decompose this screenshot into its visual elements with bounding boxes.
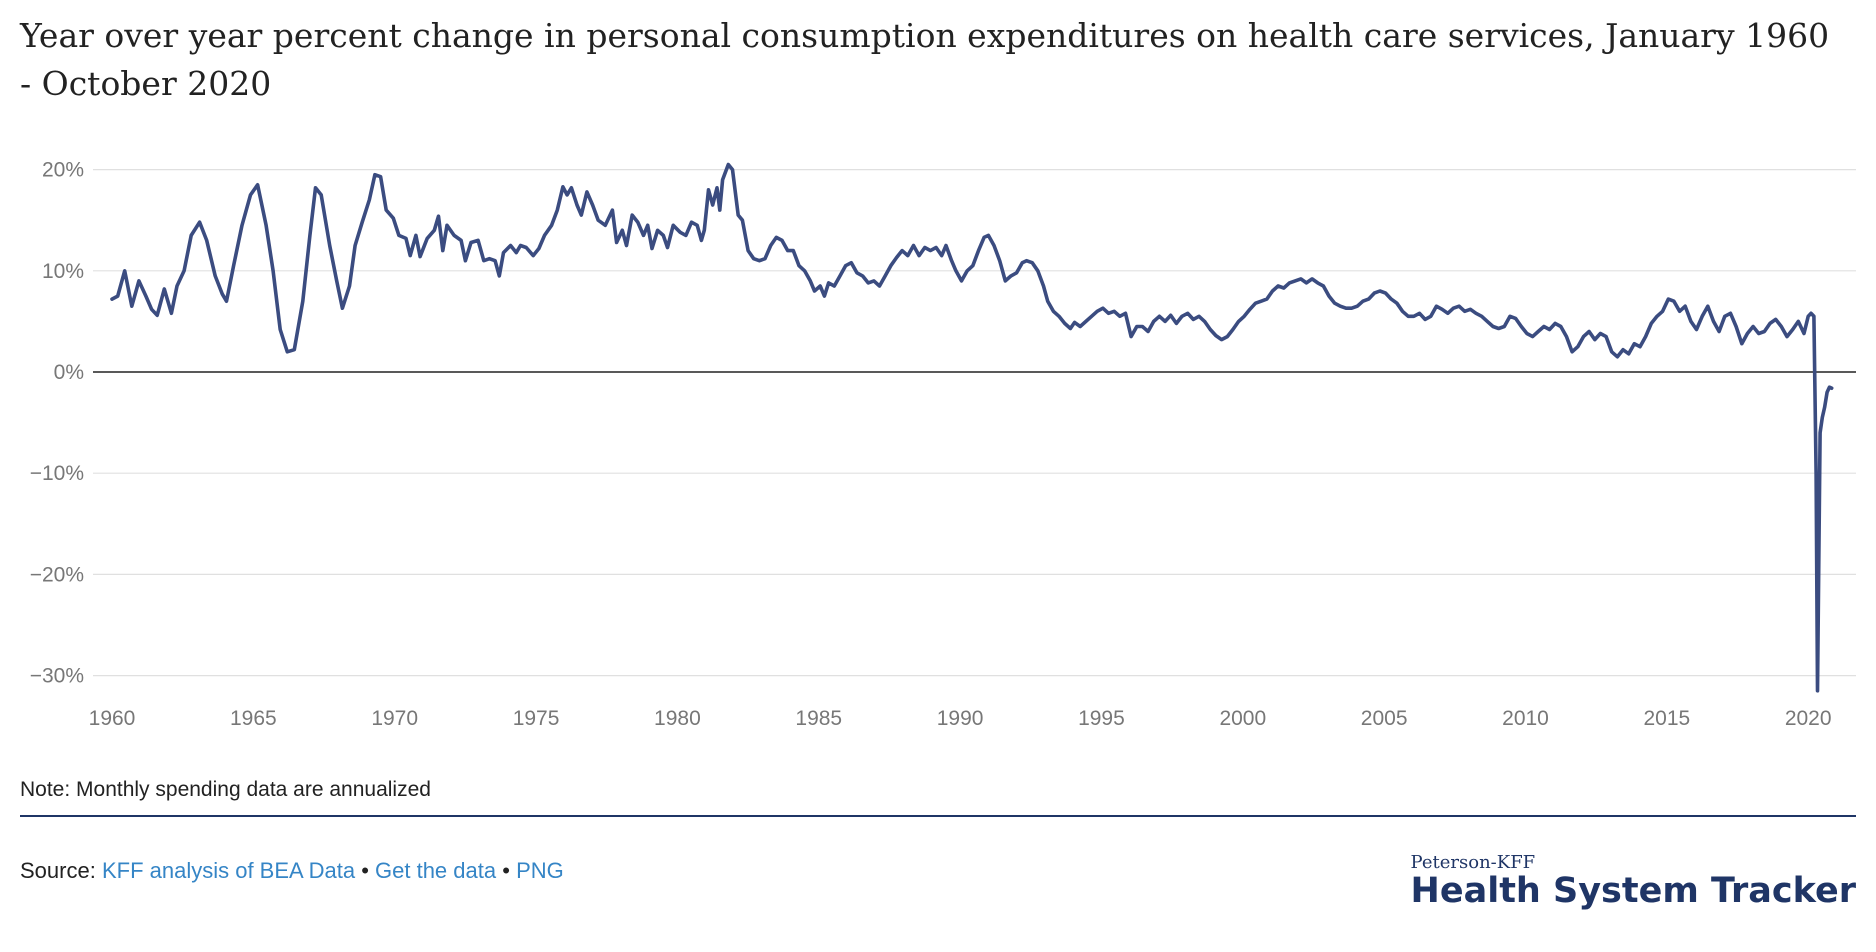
line-chart: 20% 10% 0% −10% −20% −30% 1960 1965 1970 1975 198… (30, 159, 1856, 730)
separator: • (502, 858, 510, 883)
y-tick-label: 20% (42, 159, 84, 182)
x-tick-label: 1975 (513, 707, 560, 730)
source-link-bea[interactable]: KFF analysis of BEA Data (101, 858, 356, 883)
y-tick-label: 0% (54, 361, 84, 384)
x-tick-label: 1985 (795, 707, 842, 730)
y-tick-label: −10% (30, 462, 84, 485)
grid (93, 169, 1856, 677)
x-tick-label: 1965 (230, 707, 277, 730)
x-tick-label: 1980 (654, 707, 701, 730)
logo-subtitle: Peterson-KFF (1410, 852, 1536, 873)
x-tick-label: 2005 (1361, 707, 1408, 730)
chart-title: Year over year percent change in persona… (20, 16, 1830, 103)
get-data-link[interactable]: Get the data (375, 858, 497, 883)
x-tick-label: 1995 (1078, 707, 1125, 730)
health-system-tracker-logo[interactable]: Peterson-KFF Health System Tracker (1411, 852, 1856, 909)
x-tick-label: 2015 (1643, 707, 1690, 730)
chart-note: Note: Monthly spending data are annualiz… (20, 778, 431, 801)
y-tick-label: −30% (30, 665, 84, 688)
logo-title: Health System Tracker (1410, 871, 1856, 911)
divider (20, 815, 1856, 817)
x-tick-label: 2010 (1502, 707, 1549, 730)
x-tick-label: 1960 (89, 707, 136, 730)
y-tick-label: −20% (30, 563, 84, 586)
separator: • (361, 858, 369, 883)
y-tick-label: 10% (42, 260, 84, 283)
x-tick-label: 2020 (1785, 707, 1832, 730)
series-line (110, 162, 1834, 693)
x-axis: 1960 1965 1970 1975 1980 1985 1990 1995 2000 2005… (89, 707, 1832, 730)
png-link[interactable]: PNG (516, 858, 564, 883)
x-tick-label: 1990 (937, 707, 984, 730)
x-tick-label: 1970 (371, 707, 418, 730)
source-label: Source: (20, 858, 96, 883)
x-tick-label: 2000 (1219, 707, 1266, 730)
y-axis: 20% 10% 0% −10% −20% −30% (30, 159, 84, 688)
source-line: Source: KFF analysis of BEA Data • Get t… (20, 858, 564, 884)
